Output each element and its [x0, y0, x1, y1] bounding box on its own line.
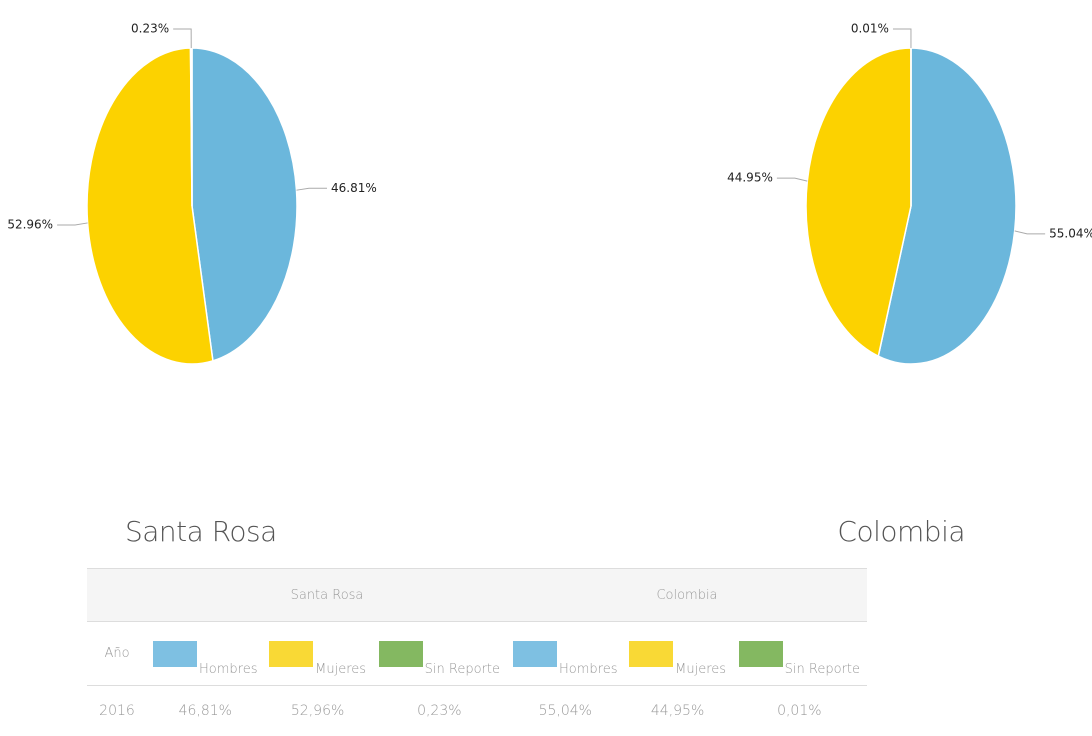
legend-label: Hombres [559, 662, 617, 677]
empty-cell [87, 569, 147, 622]
leader-line [893, 29, 911, 48]
group-header: Colombia [507, 569, 867, 622]
legend-swatch [153, 641, 197, 667]
chart-title: Colombia [837, 515, 965, 548]
pie-slice [192, 48, 297, 361]
table-cell: 2016 [87, 686, 147, 736]
chart-title: Santa Rosa [125, 515, 277, 548]
table-cell: 0,01% [732, 686, 867, 736]
leader-line [173, 29, 191, 48]
legend-label: Sin Reporte [425, 662, 500, 677]
data-label: 52.96% [7, 217, 53, 231]
data-label: 44.95% [727, 171, 773, 185]
table-cell: 55,04% [507, 686, 624, 736]
data-label: 0.23% [131, 22, 169, 36]
data-label: 55.04% [1049, 226, 1092, 240]
table-cell: 0,23% [372, 686, 507, 736]
legend-swatch [513, 641, 557, 667]
legend-label: Hombres [199, 662, 257, 677]
header-cell: Hombres [507, 622, 624, 686]
header-cell: Hombres [147, 622, 264, 686]
legend-swatch [379, 641, 423, 667]
table-cell: 52,96% [264, 686, 372, 736]
header-cell: Sin Reporte [372, 622, 507, 686]
data-label: 46.81% [331, 181, 377, 195]
leader-line [777, 178, 807, 181]
leader-line [296, 188, 327, 190]
legend-label: Mujeres [675, 662, 726, 677]
legend-swatch [739, 641, 783, 667]
legend-swatch [629, 641, 673, 667]
leader-line [57, 223, 88, 225]
legend-swatch [269, 641, 313, 667]
table-cell: 46,81% [147, 686, 264, 736]
header-label: Año [104, 646, 129, 661]
pie-charts: 46.81% 52.96% 0.23% 55.04% 44.95% 0.01% [0, 0, 1092, 500]
header-row: Año Hombres Mujeres Sin Reporte Hombres Mujer… [87, 622, 867, 686]
table-cell: 44,95% [624, 686, 732, 736]
data-label: 0.01% [851, 22, 889, 36]
legend-label: Mujeres [315, 662, 366, 677]
group-row: Santa Rosa Colombia [87, 569, 867, 622]
header-cell: Sin Reporte [732, 622, 867, 686]
header-cell: Año [87, 622, 147, 686]
header-cell: Mujeres [264, 622, 372, 686]
data-table: Santa Rosa Colombia Año Hombres Mujeres Sin… [87, 568, 867, 736]
header-cell: Mujeres [624, 622, 732, 686]
group-header: Santa Rosa [147, 569, 507, 622]
legend-label: Sin Reporte [785, 662, 860, 677]
leader-line [1015, 231, 1045, 234]
